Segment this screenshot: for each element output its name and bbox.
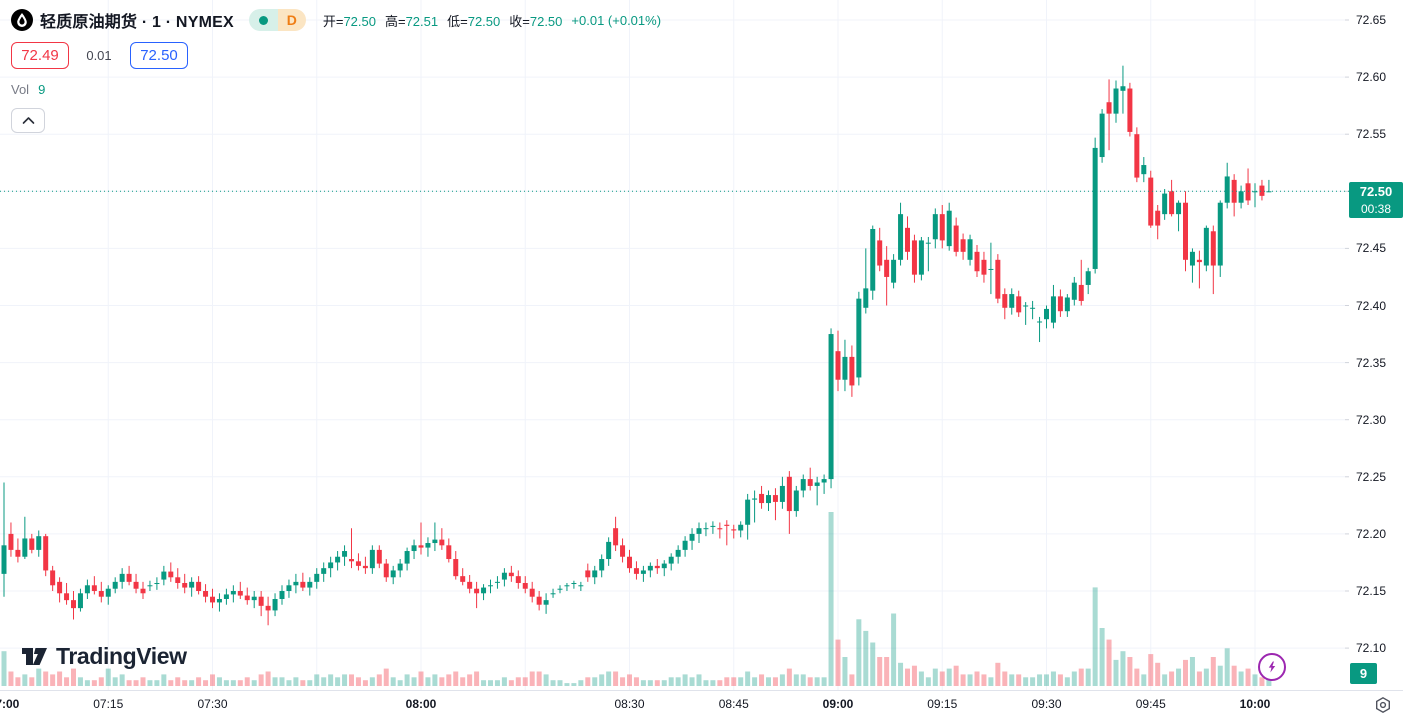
market-status-segment — [248, 9, 278, 31]
volume-axis-badge: 9 — [1350, 663, 1377, 684]
open-value: 72.50 — [343, 13, 376, 29]
price-tick: 72.45 — [1356, 241, 1387, 256]
high-label: 高= — [384, 13, 406, 29]
price-tick: 72.30 — [1356, 412, 1387, 427]
time-axis[interactable]: 07:00 07:15 07:30 08:00 08:30 08:45 09:00 09:15… — [0, 690, 1403, 717]
time-tick: 07:30 — [197, 697, 228, 711]
price-tick: 72.40 — [1356, 298, 1387, 313]
price-axis[interactable]: 72.50 00:38 9 72.65 72.60 72.55 72.45 72.40 7… — [1349, 0, 1403, 690]
collapse-legend-button[interactable] — [11, 108, 45, 133]
spread-value: 0.01 — [86, 48, 112, 63]
price-tick: 72.35 — [1356, 355, 1387, 370]
lightning-bolt-icon — [1268, 661, 1276, 673]
volume-indicator-row: Vol 9 — [11, 82, 661, 97]
symbol-row: 轻质原油期货 · 1 · NYMEX D 开=72.50 高=72.51 低=7… — [11, 8, 661, 32]
volume-indicator-label: Vol — [11, 82, 30, 97]
price-tick: 72.65 — [1356, 13, 1387, 27]
instant-trading-button[interactable] — [1258, 653, 1286, 681]
watermark-text: TradingView — [56, 643, 187, 669]
crude-oil-symbol-icon — [11, 9, 33, 31]
time-tick: 07:00 — [0, 697, 20, 711]
price-tick: 72.15 — [1356, 584, 1387, 598]
tradingview-watermark[interactable]: TradingView — [21, 643, 187, 670]
time-tick: 07:15 — [93, 697, 124, 711]
volume-indicator-value: 9 — [38, 82, 46, 97]
last-price-tag: 72.50 00:38 — [1349, 182, 1403, 219]
price-tick: 72.60 — [1356, 70, 1387, 85]
high-value: 72.51 — [405, 13, 439, 29]
time-tick: 09:30 — [1031, 697, 1062, 711]
symbol-title[interactable]: 轻质原油期货 · 1 · NYMEX — [40, 14, 234, 31]
low-label: 低= — [447, 13, 468, 29]
time-tick: 08:00 — [405, 697, 437, 711]
open-label: 开= — [322, 13, 344, 29]
bar-countdown: 00:38 — [1360, 202, 1392, 217]
last-price-value: 72.50 — [1359, 184, 1393, 200]
price-tick: 72.55 — [1356, 127, 1387, 142]
chevron-up-icon — [22, 117, 34, 124]
close-value: 72.50 — [529, 13, 563, 29]
quote-buttons-row: 72.49 0.01 72.50 — [11, 42, 661, 69]
chart-legend: 轻质原油期货 · 1 · NYMEX D 开=72.50 高=72.51 低=7… — [11, 8, 661, 133]
buy-price-button[interactable]: 72.50 — [130, 42, 188, 69]
time-tick: 09:15 — [927, 697, 958, 711]
low-value: 72.50 — [467, 13, 501, 29]
price-tick: 72.25 — [1356, 469, 1387, 484]
session-badge: D — [277, 9, 306, 31]
close-label: 收= — [509, 13, 530, 29]
price-tick: 72.10 — [1356, 641, 1387, 656]
time-tick: 09:00 — [822, 697, 854, 711]
market-open-dot-icon — [258, 15, 268, 25]
sell-price-button[interactable]: 72.49 — [11, 42, 69, 69]
interval-status-toggle[interactable]: D — [248, 9, 306, 31]
price-tick: 72.20 — [1356, 526, 1387, 541]
time-tick: 08:30 — [614, 697, 645, 711]
change-value: +0.01 (+0.01%) — [571, 12, 662, 28]
time-tick: 09:45 — [1135, 697, 1166, 711]
settings-hexagon-icon[interactable] — [1374, 696, 1392, 714]
candlestick-chart[interactable] — [0, 0, 1349, 690]
time-tick: 08:45 — [718, 697, 749, 711]
tradingview-logo-icon — [22, 647, 47, 665]
time-tick: 10:00 — [1239, 697, 1271, 711]
ohlc-readout: 开=72.50 高=72.51 低=72.50 收=72.50 +0.01 (+… — [323, 11, 661, 30]
